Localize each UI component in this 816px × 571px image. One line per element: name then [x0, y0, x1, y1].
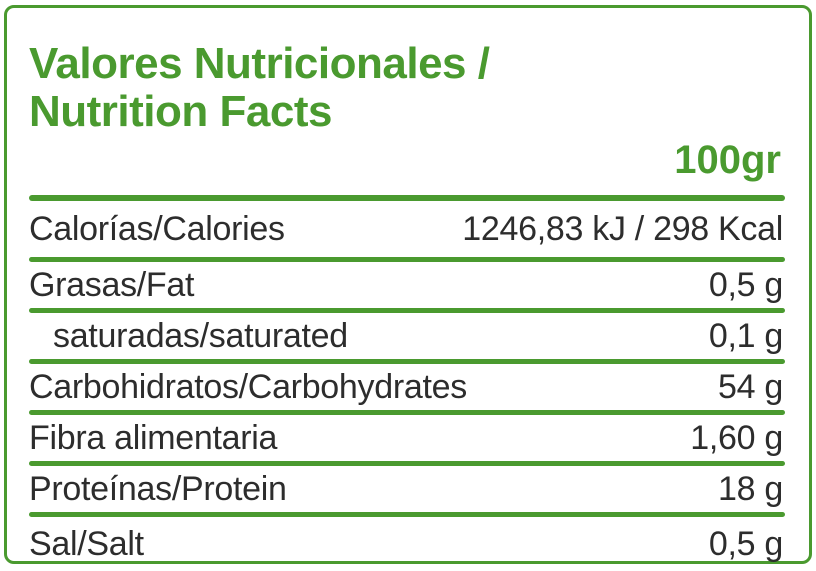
nutrient-value: 54 g [718, 367, 783, 406]
nutrient-value: 1,60 g [690, 418, 783, 457]
header-divider [29, 195, 785, 201]
nutrient-name: saturadas/saturated [53, 316, 348, 355]
label-title: Valores Nutricionales / Nutrition Facts [29, 40, 785, 136]
row-divider [29, 257, 785, 262]
label-title-line1: Valores Nutricionales / [29, 39, 490, 88]
serving-size: 100gr [674, 138, 781, 182]
row-divider [29, 512, 785, 517]
nutrient-value: 0,5 g [708, 524, 783, 563]
nutrient-name: Fibra alimentaria [29, 418, 278, 457]
nutrient-name: Carbohidratos/Carbohydrates [29, 367, 467, 406]
row-divider [29, 410, 785, 415]
nutrition-label: Valores Nutricionales / Nutrition Facts … [4, 5, 812, 564]
nutrient-name: Grasas/Fat [29, 265, 195, 304]
nutrition-row-saturated: saturadas/saturated 0,1 g [29, 313, 785, 359]
nutrient-value: 0,1 g [708, 316, 783, 355]
nutrient-value: 18 g [718, 469, 783, 508]
nutrition-row-calories: Calorías/Calories 1246,83 kJ / 298 Kcal [29, 201, 785, 257]
nutrition-row-fiber: Fibra alimentaria 1,60 g [29, 415, 785, 461]
nutrition-row-fat: Grasas/Fat 0,5 g [29, 262, 785, 308]
nutrition-row-carbohydrates: Carbohidratos/Carbohydrates 54 g [29, 364, 785, 410]
nutrient-name: Proteínas/Protein [29, 469, 287, 508]
nutrient-name: Sal/Salt [29, 524, 144, 563]
nutrient-value: 0,5 g [708, 265, 783, 304]
nutrition-row-salt: Sal/Salt 0,5 g [29, 517, 785, 571]
row-divider [29, 308, 785, 313]
nutrition-row-protein: Proteínas/Protein 18 g [29, 466, 785, 512]
nutrient-name: Calorías/Calories [29, 209, 285, 248]
nutrient-value: 1246,83 kJ / 298 Kcal [462, 209, 783, 248]
row-divider [29, 461, 785, 466]
row-divider [29, 359, 785, 364]
label-title-line2: Nutrition Facts [29, 87, 332, 136]
